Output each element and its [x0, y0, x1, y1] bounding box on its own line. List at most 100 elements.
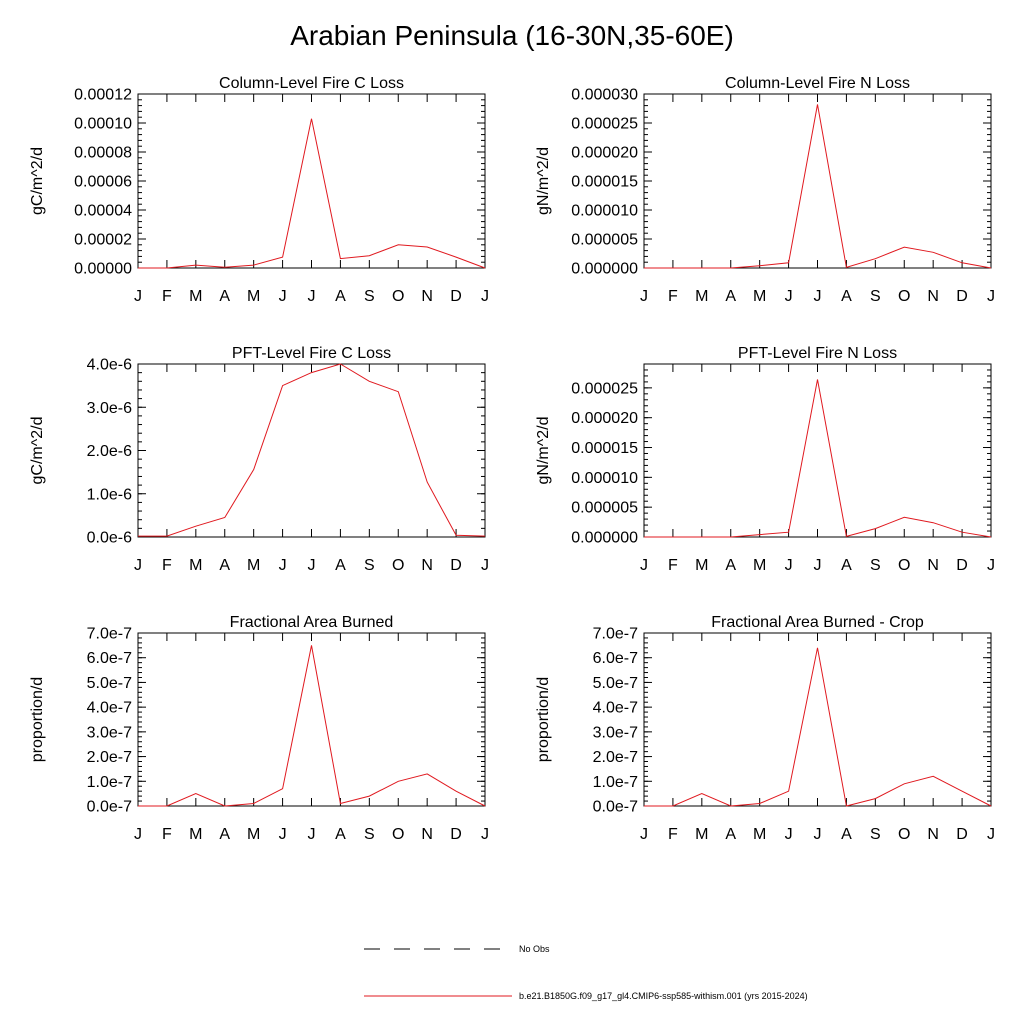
y-axis-label: gC/m^2/d	[29, 147, 46, 215]
y-tick-label: 0.000010	[571, 470, 638, 487]
y-tick-label: 7.0e-7	[87, 626, 132, 643]
x-tick-label: M	[189, 557, 202, 574]
series-line	[138, 645, 486, 807]
y-tick-label: 4.0e-7	[593, 700, 638, 717]
x-tick-label: M	[695, 288, 708, 305]
plot-frame	[643, 632, 992, 807]
y-tick-label: 1.0e-7	[593, 774, 638, 791]
y-tick-label: 6.0e-7	[87, 650, 132, 667]
plot-frame	[643, 363, 992, 538]
series-line	[644, 104, 992, 269]
chart-title: PFT-Level Fire C Loss	[232, 345, 391, 362]
series-line	[644, 647, 992, 807]
plot-frame	[137, 363, 486, 538]
y-tick-label: 0.00002	[74, 232, 132, 249]
x-tick-label: N	[927, 288, 939, 305]
y-tick-label: 0.000000	[571, 530, 638, 547]
y-tick-label: 0.000020	[571, 410, 638, 427]
x-tick-label: N	[927, 557, 939, 574]
x-tick-label: J	[640, 826, 648, 843]
chart-panel-6: Fractional Area Burned - Crop proportion/…	[535, 614, 995, 843]
x-tick-label: J	[481, 288, 489, 305]
y-tick-label: 3.0e-7	[87, 724, 132, 741]
legend-model-label: b.e21.B1850G.f09_g17_gl4.CMIP6-ssp585-wi…	[519, 991, 808, 1001]
chart-panel-5: Fractional Area Burned proportion/d 0.0e-7…	[29, 614, 489, 843]
y-tick-label: 3.0e-6	[87, 400, 132, 417]
y-tick-label: 0.00004	[74, 203, 132, 220]
x-tick-label: S	[870, 826, 881, 843]
x-tick-label: J	[987, 557, 995, 574]
y-tick-label: 5.0e-7	[87, 675, 132, 692]
y-tick-label: 0.000020	[571, 145, 638, 162]
x-tick-label: J	[134, 826, 142, 843]
x-tick-label: M	[753, 557, 766, 574]
x-tick-label: M	[753, 826, 766, 843]
x-tick-label: A	[335, 288, 346, 305]
series-line	[138, 363, 486, 537]
x-tick-label: O	[392, 557, 404, 574]
x-tick-label: J	[640, 557, 648, 574]
x-tick-label: F	[162, 288, 172, 305]
x-tick-label: D	[450, 288, 462, 305]
x-tick-label: M	[247, 557, 260, 574]
y-tick-label: 0.000005	[571, 232, 638, 249]
y-axis-label: proportion/d	[29, 677, 46, 762]
x-tick-label: F	[162, 557, 172, 574]
x-tick-label: O	[898, 288, 910, 305]
y-tick-label: 7.0e-7	[593, 626, 638, 643]
y-tick-label: 0.0e-7	[87, 799, 132, 816]
y-tick-label: 0.00012	[74, 87, 132, 104]
x-tick-label: J	[134, 557, 142, 574]
x-tick-label: J	[785, 288, 793, 305]
x-tick-label: N	[927, 826, 939, 843]
chart-title: Fractional Area Burned	[230, 614, 394, 631]
figure-title: Arabian Peninsula (16-30N,35-60E)	[290, 20, 734, 51]
x-tick-label: F	[162, 826, 172, 843]
x-tick-label: J	[814, 288, 822, 305]
x-tick-label: D	[450, 557, 462, 574]
x-tick-label: O	[898, 826, 910, 843]
x-tick-label: M	[189, 826, 202, 843]
x-tick-label: M	[695, 557, 708, 574]
x-tick-label: J	[814, 826, 822, 843]
series-line	[644, 379, 992, 538]
series-line	[138, 118, 486, 269]
x-tick-label: A	[219, 288, 230, 305]
x-tick-label: J	[279, 826, 287, 843]
y-tick-label: 0.0e-7	[593, 799, 638, 816]
y-tick-label: 0.000030	[571, 87, 638, 104]
x-tick-label: M	[247, 288, 260, 305]
x-tick-label: J	[785, 557, 793, 574]
y-tick-label: 0.000000	[571, 261, 638, 278]
y-tick-label: 0.00008	[74, 145, 132, 162]
x-tick-label: M	[753, 288, 766, 305]
y-axis-label: proportion/d	[535, 677, 552, 762]
chart-panel-4: PFT-Level Fire N Loss gN/m^2/d 0.000000 0.0…	[535, 345, 995, 574]
x-tick-label: F	[668, 826, 678, 843]
y-axis-label: gN/m^2/d	[535, 417, 552, 485]
x-tick-label: M	[189, 288, 202, 305]
x-tick-label: D	[956, 826, 968, 843]
x-tick-label: J	[481, 557, 489, 574]
x-tick-label: S	[870, 557, 881, 574]
legend-obs-label: No Obs	[519, 944, 550, 954]
x-tick-label: M	[695, 826, 708, 843]
y-tick-label: 0.000015	[571, 440, 638, 457]
x-tick-label: D	[450, 826, 462, 843]
x-tick-label: S	[364, 826, 375, 843]
x-tick-label: A	[841, 288, 852, 305]
y-tick-label: 3.0e-7	[593, 724, 638, 741]
y-tick-label: 0.00006	[74, 174, 132, 191]
x-tick-label: S	[364, 557, 375, 574]
y-tick-label: 2.0e-6	[87, 443, 132, 460]
y-tick-label: 0.000025	[571, 116, 638, 133]
legend: No Obs b.e21.B1850G.f09_g17_gl4.CMIP6-ssp…	[364, 944, 808, 1001]
y-tick-label: 0.000010	[571, 203, 638, 220]
x-tick-label: A	[725, 557, 736, 574]
y-axis-label: gC/m^2/d	[29, 417, 46, 485]
y-tick-label: 0.000005	[571, 500, 638, 517]
y-tick-label: 6.0e-7	[593, 650, 638, 667]
x-tick-label: J	[785, 826, 793, 843]
x-tick-label: J	[640, 288, 648, 305]
y-tick-label: 0.00010	[74, 116, 132, 133]
